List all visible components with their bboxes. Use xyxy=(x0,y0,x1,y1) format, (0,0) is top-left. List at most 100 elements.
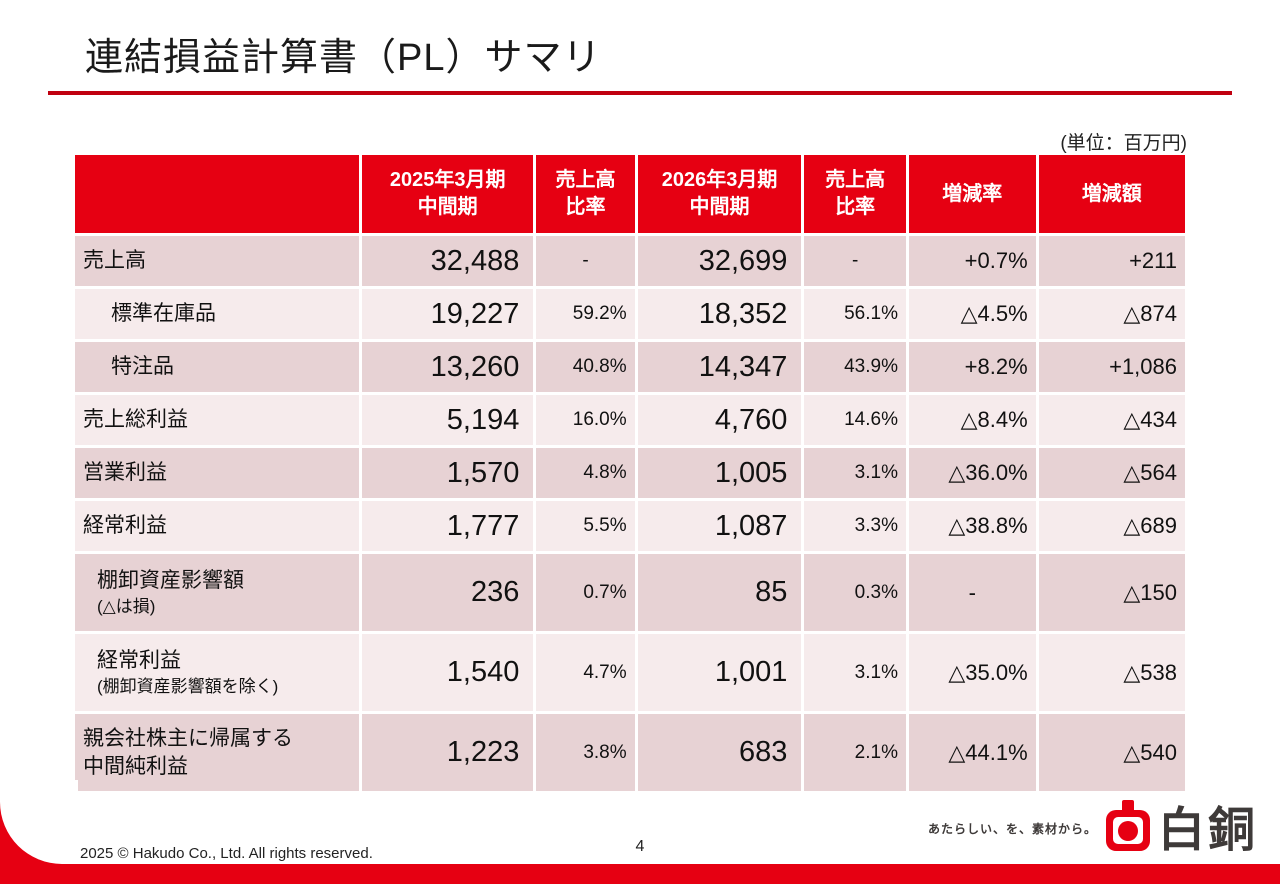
unit-note: (単位：百万円) xyxy=(1060,133,1187,154)
value-2025-cell: 1,777 xyxy=(361,501,534,551)
brand-name: 白銅 xyxy=(1158,803,1258,856)
value-2025-cell: 1,570 xyxy=(361,448,534,498)
row-label-note: (棚卸資産影響額を除く) xyxy=(97,677,279,697)
ratio-2026-cell: 3.1% xyxy=(804,634,906,711)
table-row: 標準在庫品 19,227 59.2% 18,352 56.1% △4.5% △874 xyxy=(75,289,1185,339)
change-amount-cell: △874 xyxy=(1038,289,1185,339)
value-2026-cell: 683 xyxy=(637,714,802,791)
table-body: 売上高 32,488-32,699- +0.7% +211 標準在庫品 19,227 59.… xyxy=(75,236,1185,791)
change-rate-cell: +8.2% xyxy=(908,342,1036,392)
brand-block: あたらしい、を、素材から。 白銅 xyxy=(928,791,1258,860)
change-rate-cell: △44.1% xyxy=(908,714,1036,791)
ratio-2026-cell: 0.3% xyxy=(804,554,906,631)
header-cell-item xyxy=(75,155,359,233)
table-header-row: 2025年3月期 中間期 売上高 比率 2026年3月期 中間期 売上高 比率 増減率増… xyxy=(75,155,1185,233)
ratio-2025-cell: 16.0% xyxy=(536,395,635,445)
ratio-2025-cell: 59.2% xyxy=(536,289,635,339)
change-amount-cell: △689 xyxy=(1038,501,1185,551)
value-2025-cell: 13,260 xyxy=(361,342,534,392)
header-cell-sales-ratio-2026: 売上高 比率 xyxy=(804,155,906,233)
value-2026-cell: 18,352 xyxy=(637,289,802,339)
row-label: 親会社株主に帰属する 中間純利益 xyxy=(75,714,359,791)
table-row: 特注品 13,260 40.8% 14,347 43.9% +8.2% +1,086 xyxy=(75,342,1185,392)
value-2026-cell: 1,001 xyxy=(637,634,802,711)
row-label-text: 親会社株主に帰属する 中間純利益 xyxy=(83,727,293,778)
page-title: 連結損益計算書（PL）サマリ xyxy=(85,37,602,79)
pl-summary-table: 2025年3月期 中間期 売上高 比率 2026年3月期 中間期 売上高 比率 増減率増… xyxy=(72,152,1188,794)
row-label: 売上高 xyxy=(75,236,359,286)
table-row: 経常利益 (棚卸資産影響額を除く) 1,540 4.7% 1,001 3.1% △35.0%… xyxy=(75,634,1185,711)
header-cell-period-2026: 2026年3月期 中間期 xyxy=(637,155,802,233)
row-label: 特注品 xyxy=(75,342,359,392)
value-2026-cell: 85 xyxy=(637,554,802,631)
title-underline xyxy=(48,91,1232,95)
ratio-2025-cell: 3.8% xyxy=(536,714,635,791)
change-rate-cell: △8.4% xyxy=(908,395,1036,445)
brand-tagline: あたらしい、を、素材から。 xyxy=(927,822,1097,836)
ratio-2026-cell: 43.9% xyxy=(804,342,906,392)
row-label-text: 経常利益 xyxy=(97,648,181,672)
value-2026-cell: 14,347 xyxy=(637,342,802,392)
ratio-2026-cell: 56.1% xyxy=(804,289,906,339)
value-2026-cell: 4,760 xyxy=(637,395,802,445)
page-number: 4 xyxy=(635,838,645,855)
table-row: 経常利益 1,777 5.5% 1,087 3.3% △38.8% △689 xyxy=(75,501,1185,551)
hakudo-logo-icon xyxy=(1106,799,1150,852)
value-2025-cell: 19,227 xyxy=(361,289,534,339)
value-2026-cell: 1,087 xyxy=(637,501,802,551)
change-amount-cell: △538 xyxy=(1038,634,1185,711)
row-label: 営業利益 xyxy=(75,448,359,498)
ratio-2025-cell: 5.5% xyxy=(536,501,635,551)
value-2025-cell: 236 xyxy=(361,554,534,631)
change-amount-cell: △564 xyxy=(1038,448,1185,498)
row-label: 売上総利益 xyxy=(75,395,359,445)
change-rate-cell: +0.7% xyxy=(908,236,1036,286)
table-row: 売上総利益 5,194 16.0% 4,760 14.6% △8.4% △434 xyxy=(75,395,1185,445)
row-label: 経常利益 (棚卸資産影響額を除く) xyxy=(75,634,359,711)
value-2025-cell: 32,488 xyxy=(361,236,534,286)
header-cell-change-amount: 増減額 xyxy=(1038,155,1185,233)
value-2025-cell: 1,540 xyxy=(361,634,534,711)
header-cell-period-2025: 2025年3月期 中間期 xyxy=(361,155,534,233)
ratio-2026-cell: - xyxy=(804,236,906,286)
value-2026-cell: 32,699 xyxy=(637,236,802,286)
ratio-2026-cell: 3.1% xyxy=(804,448,906,498)
row-label-text: 売上総利益 xyxy=(83,408,188,432)
change-rate-cell: △38.8% xyxy=(908,501,1036,551)
ratio-2026-cell: 3.3% xyxy=(804,501,906,551)
change-amount-cell: +1,086 xyxy=(1038,342,1185,392)
table-row: 営業利益 1,570 4.8% 1,005 3.1% △36.0% △564 xyxy=(75,448,1185,498)
change-amount-cell: +211 xyxy=(1038,236,1185,286)
change-amount-cell: △540 xyxy=(1038,714,1185,791)
ratio-2025-cell: 40.8% xyxy=(536,342,635,392)
header-cell-change-rate: 増減率 xyxy=(908,155,1036,233)
change-rate-cell: - xyxy=(908,554,1036,631)
row-label-note: (△は損) xyxy=(97,597,156,617)
change-rate-cell: △35.0% xyxy=(908,634,1036,711)
row-label: 経常利益 xyxy=(75,501,359,551)
value-2025-cell: 5,194 xyxy=(361,395,534,445)
change-amount-cell: △434 xyxy=(1038,395,1185,445)
row-label-text: 売上高 xyxy=(83,249,146,273)
row-label-text: 棚卸資産影響額 xyxy=(97,568,244,592)
ratio-2025-cell: 4.7% xyxy=(536,634,635,711)
header-cell-sales-ratio-2025: 売上高 比率 xyxy=(536,155,635,233)
copyright-text: 2025 © Hakudo Co., Ltd. All rights reser… xyxy=(80,845,373,862)
row-label-text: 経常利益 xyxy=(83,514,167,538)
table-row: 棚卸資産影響額 (△は損) 236 0.7% 85 0.3% - △150 xyxy=(75,554,1185,631)
ratio-2025-cell: - xyxy=(536,236,635,286)
row-label: 棚卸資産影響額 (△は損) xyxy=(75,554,359,631)
row-label-text: 特注品 xyxy=(111,355,174,379)
change-amount-cell: △150 xyxy=(1038,554,1185,631)
change-rate-cell: △4.5% xyxy=(908,289,1036,339)
table-row: 親会社株主に帰属する 中間純利益 1,223 3.8% 683 2.1% △44.1% △5… xyxy=(75,714,1185,791)
ratio-2025-cell: 4.8% xyxy=(536,448,635,498)
value-2025-cell: 1,223 xyxy=(361,714,534,791)
change-rate-cell: △36.0% xyxy=(908,448,1036,498)
table-row: 売上高 32,488-32,699- +0.7% +211 xyxy=(75,236,1185,286)
bottom-red-bar xyxy=(0,864,1280,884)
value-2026-cell: 1,005 xyxy=(637,448,802,498)
row-label: 標準在庫品 xyxy=(75,289,359,339)
ratio-2025-cell: 0.7% xyxy=(536,554,635,631)
